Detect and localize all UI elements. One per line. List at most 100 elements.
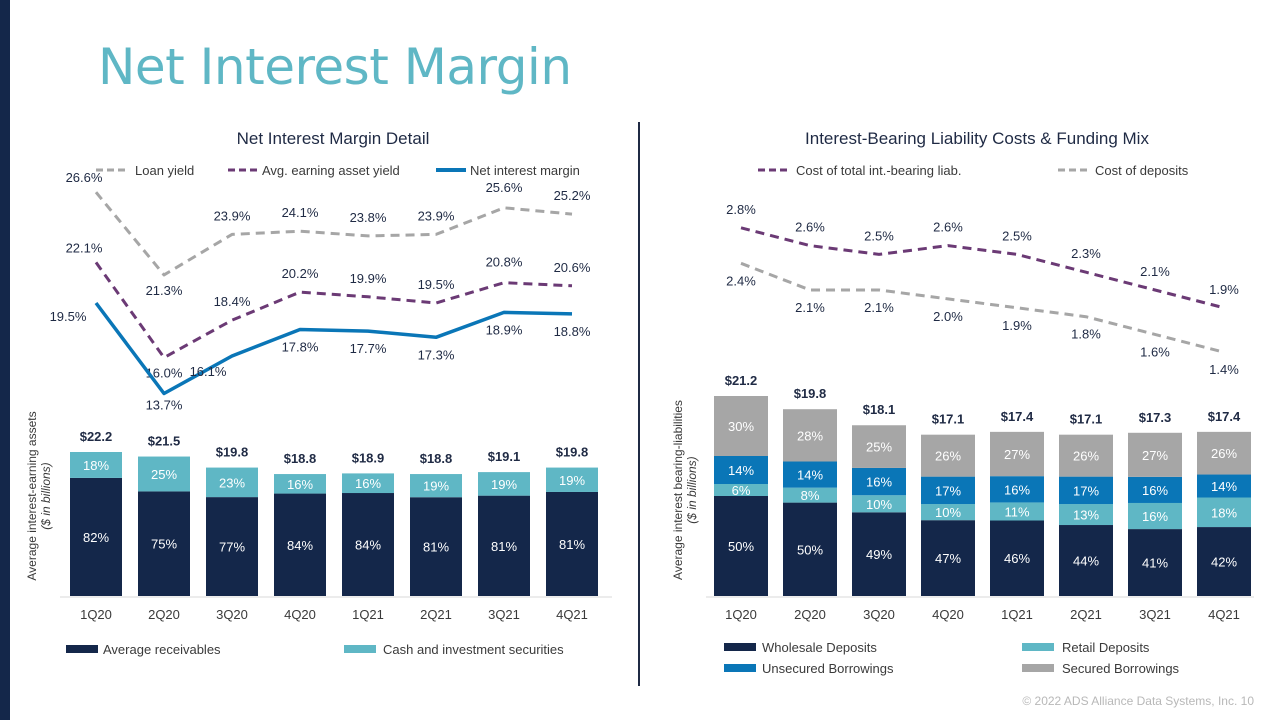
chart-funding-legend-label: Unsecured Borrowings	[762, 661, 894, 676]
chart-nim-line-data-label: 16.1%	[190, 364, 227, 379]
chart-nim-legend-swatch	[66, 645, 98, 653]
chart-nim-line-data-label: 18.8%	[554, 324, 591, 339]
chart-funding-segment-label: 11%	[1004, 504, 1029, 519]
chart-nim-bar-segment	[206, 467, 258, 498]
chart-nim-legend-swatch	[344, 645, 376, 653]
chart-funding-legend-label: Cost of deposits	[1095, 163, 1189, 178]
chart-nim-category-label: 1Q20	[80, 607, 112, 622]
chart-funding-line-data-label: 1.9%	[1002, 318, 1032, 333]
chart-funding-bar-segment	[921, 520, 975, 596]
chart-funding-segment-label: 26%	[1073, 449, 1099, 464]
chart-funding-segment-label: 49%	[866, 547, 892, 562]
chart-funding-segment-label: 27%	[1004, 447, 1030, 462]
chart-nim-segment-label: 84%	[355, 538, 381, 553]
chart-funding-segment-label: 42%	[1211, 555, 1237, 570]
chart-funding-bar-segment	[714, 456, 768, 484]
chart-nim-line-net-interest-margin	[94, 301, 573, 396]
chart-funding-bar-segment	[1059, 476, 1113, 505]
chart-funding-bar-segment	[1128, 432, 1182, 477]
chart-funding-segment-label: 16%	[1142, 509, 1168, 524]
chart-funding-bar-segment	[1128, 502, 1182, 530]
chart-funding-segment-label: 13%	[1073, 508, 1099, 523]
chart-funding-bar-segment	[783, 461, 837, 488]
chart-funding-category-label: 4Q21	[1208, 607, 1240, 622]
chart-nim-total-label: $18.8	[284, 451, 317, 466]
chart-funding-bar-segment	[714, 396, 768, 456]
chart-funding-category-label: 2Q21	[1070, 607, 1102, 622]
chart-nim-line-data-label: 18.9%	[486, 322, 523, 337]
chart-funding-segment-label: 6%	[732, 483, 751, 498]
chart-nim-category-label: 2Q20	[148, 607, 180, 622]
chart-nim-line-data-label: 20.2%	[282, 266, 319, 281]
chart-nim-line-data-label: 17.3%	[418, 347, 455, 362]
chart-funding-line-data-label: 2.5%	[1002, 228, 1032, 243]
chart-nim-bar-segment	[342, 473, 394, 494]
chart-nim-bar-segment	[546, 467, 598, 492]
chart-funding-segment-label: 16%	[1142, 483, 1168, 498]
chart-funding-line-data-label: 2.6%	[795, 220, 825, 235]
chart-nim-line-data-label: 22.1%	[66, 240, 103, 255]
chart-funding-category-label: 2Q20	[794, 607, 826, 622]
chart-funding-bar-segment	[783, 409, 837, 462]
chart-funding-bar-segment	[990, 502, 1044, 521]
chart-funding-line-data-label: 2.8%	[726, 202, 756, 217]
chart-funding-bar-segment	[852, 512, 906, 596]
chart-nim-bar-segment	[410, 497, 462, 596]
chart-nim-line-data-label: 26.6%	[66, 170, 103, 185]
chart-funding-line-cost-of-deposits	[740, 261, 1225, 354]
chart-funding-bar-segment	[1197, 474, 1251, 498]
chart-funding-segment-label: 16%	[1004, 482, 1030, 497]
chart-funding-bar-segment	[852, 467, 906, 496]
chart-nim-segment-label: 18%	[83, 458, 109, 473]
chart-funding-bar-segment	[921, 476, 975, 505]
chart-nim-line-data-label: 23.9%	[214, 208, 251, 223]
chart-nim-line-data-label: 19.9%	[350, 271, 387, 286]
chart-nim-bar-segment	[70, 452, 122, 478]
chart-nim-segment-label: 25%	[151, 467, 177, 482]
chart-funding-line-data-label: 2.1%	[1140, 264, 1170, 279]
chart-funding-bar-segment	[1059, 504, 1113, 526]
chart-funding-segment-label: 30%	[728, 419, 754, 434]
chart-funding-segment-label: 26%	[1211, 446, 1237, 461]
chart-funding-legend-swatch	[1022, 643, 1054, 651]
chart-nim-category-label: 1Q21	[352, 607, 384, 622]
chart-funding-segment-label: 27%	[1142, 448, 1168, 463]
footer-copyright: © 2022 ADS Alliance Data Systems, Inc. 1…	[1022, 694, 1254, 708]
chart-funding-line-data-label: 2.0%	[933, 309, 963, 324]
chart-nim-bar-segment	[274, 493, 326, 596]
chart-funding-total-label: $17.4	[1208, 409, 1241, 424]
chart-nim-segment-label: 16%	[287, 477, 313, 492]
chart-nim-segment-label: 77%	[219, 540, 245, 555]
chart-nim-legend-label: Average receivables	[103, 642, 221, 657]
chart-nim-ylabel-sub: ($ in billions)	[39, 462, 53, 529]
chart-nim-segment-label: 19%	[423, 479, 449, 494]
chart-nim-segment-label: 16%	[355, 476, 381, 491]
chart-funding-legend-swatch	[724, 643, 756, 651]
chart-nim-total-label: $18.8	[420, 451, 453, 466]
chart-funding-line-data-label: 2.1%	[795, 300, 825, 315]
chart-funding-bar-segment	[1059, 434, 1113, 477]
chart-funding-line-data-label: 2.3%	[1071, 246, 1101, 261]
chart-funding-bar-segment	[1197, 431, 1251, 475]
chart-nim-line-data-label: 19.5%	[418, 277, 455, 292]
side-accent-bar	[0, 0, 10, 720]
chart-nim-title: Net Interest Margin Detail	[237, 129, 430, 148]
panel-divider	[638, 122, 640, 686]
chart-funding-line-data-label: 2.1%	[864, 300, 894, 315]
chart-nim-segment-label: 19%	[559, 473, 585, 488]
chart-funding-segment-label: 50%	[728, 539, 754, 554]
chart-nim-line-data-label: 17.7%	[350, 341, 387, 356]
chart-funding-line-data-label: 1.9%	[1209, 282, 1239, 297]
chart-funding-bar-segment	[990, 476, 1044, 503]
chart-funding-segment-label: 46%	[1004, 551, 1030, 566]
chart-funding-legend-swatch	[1022, 664, 1054, 672]
chart-funding-bar-segment	[1059, 525, 1113, 596]
chart-funding-bar-segment	[852, 495, 906, 513]
chart-funding-total-label: $19.8	[794, 386, 827, 401]
chart-funding-line-data-label: 1.4%	[1209, 362, 1239, 377]
chart-funding-legend-label: Secured Borrowings	[1062, 661, 1180, 676]
chart-nim-segment-label: 81%	[491, 539, 517, 554]
chart-nim-bar-segment	[342, 493, 394, 596]
chart-funding-line-data-label: 1.8%	[1071, 327, 1101, 342]
chart-funding-legend-label: Cost of total int.-bearing liab.	[796, 163, 961, 178]
